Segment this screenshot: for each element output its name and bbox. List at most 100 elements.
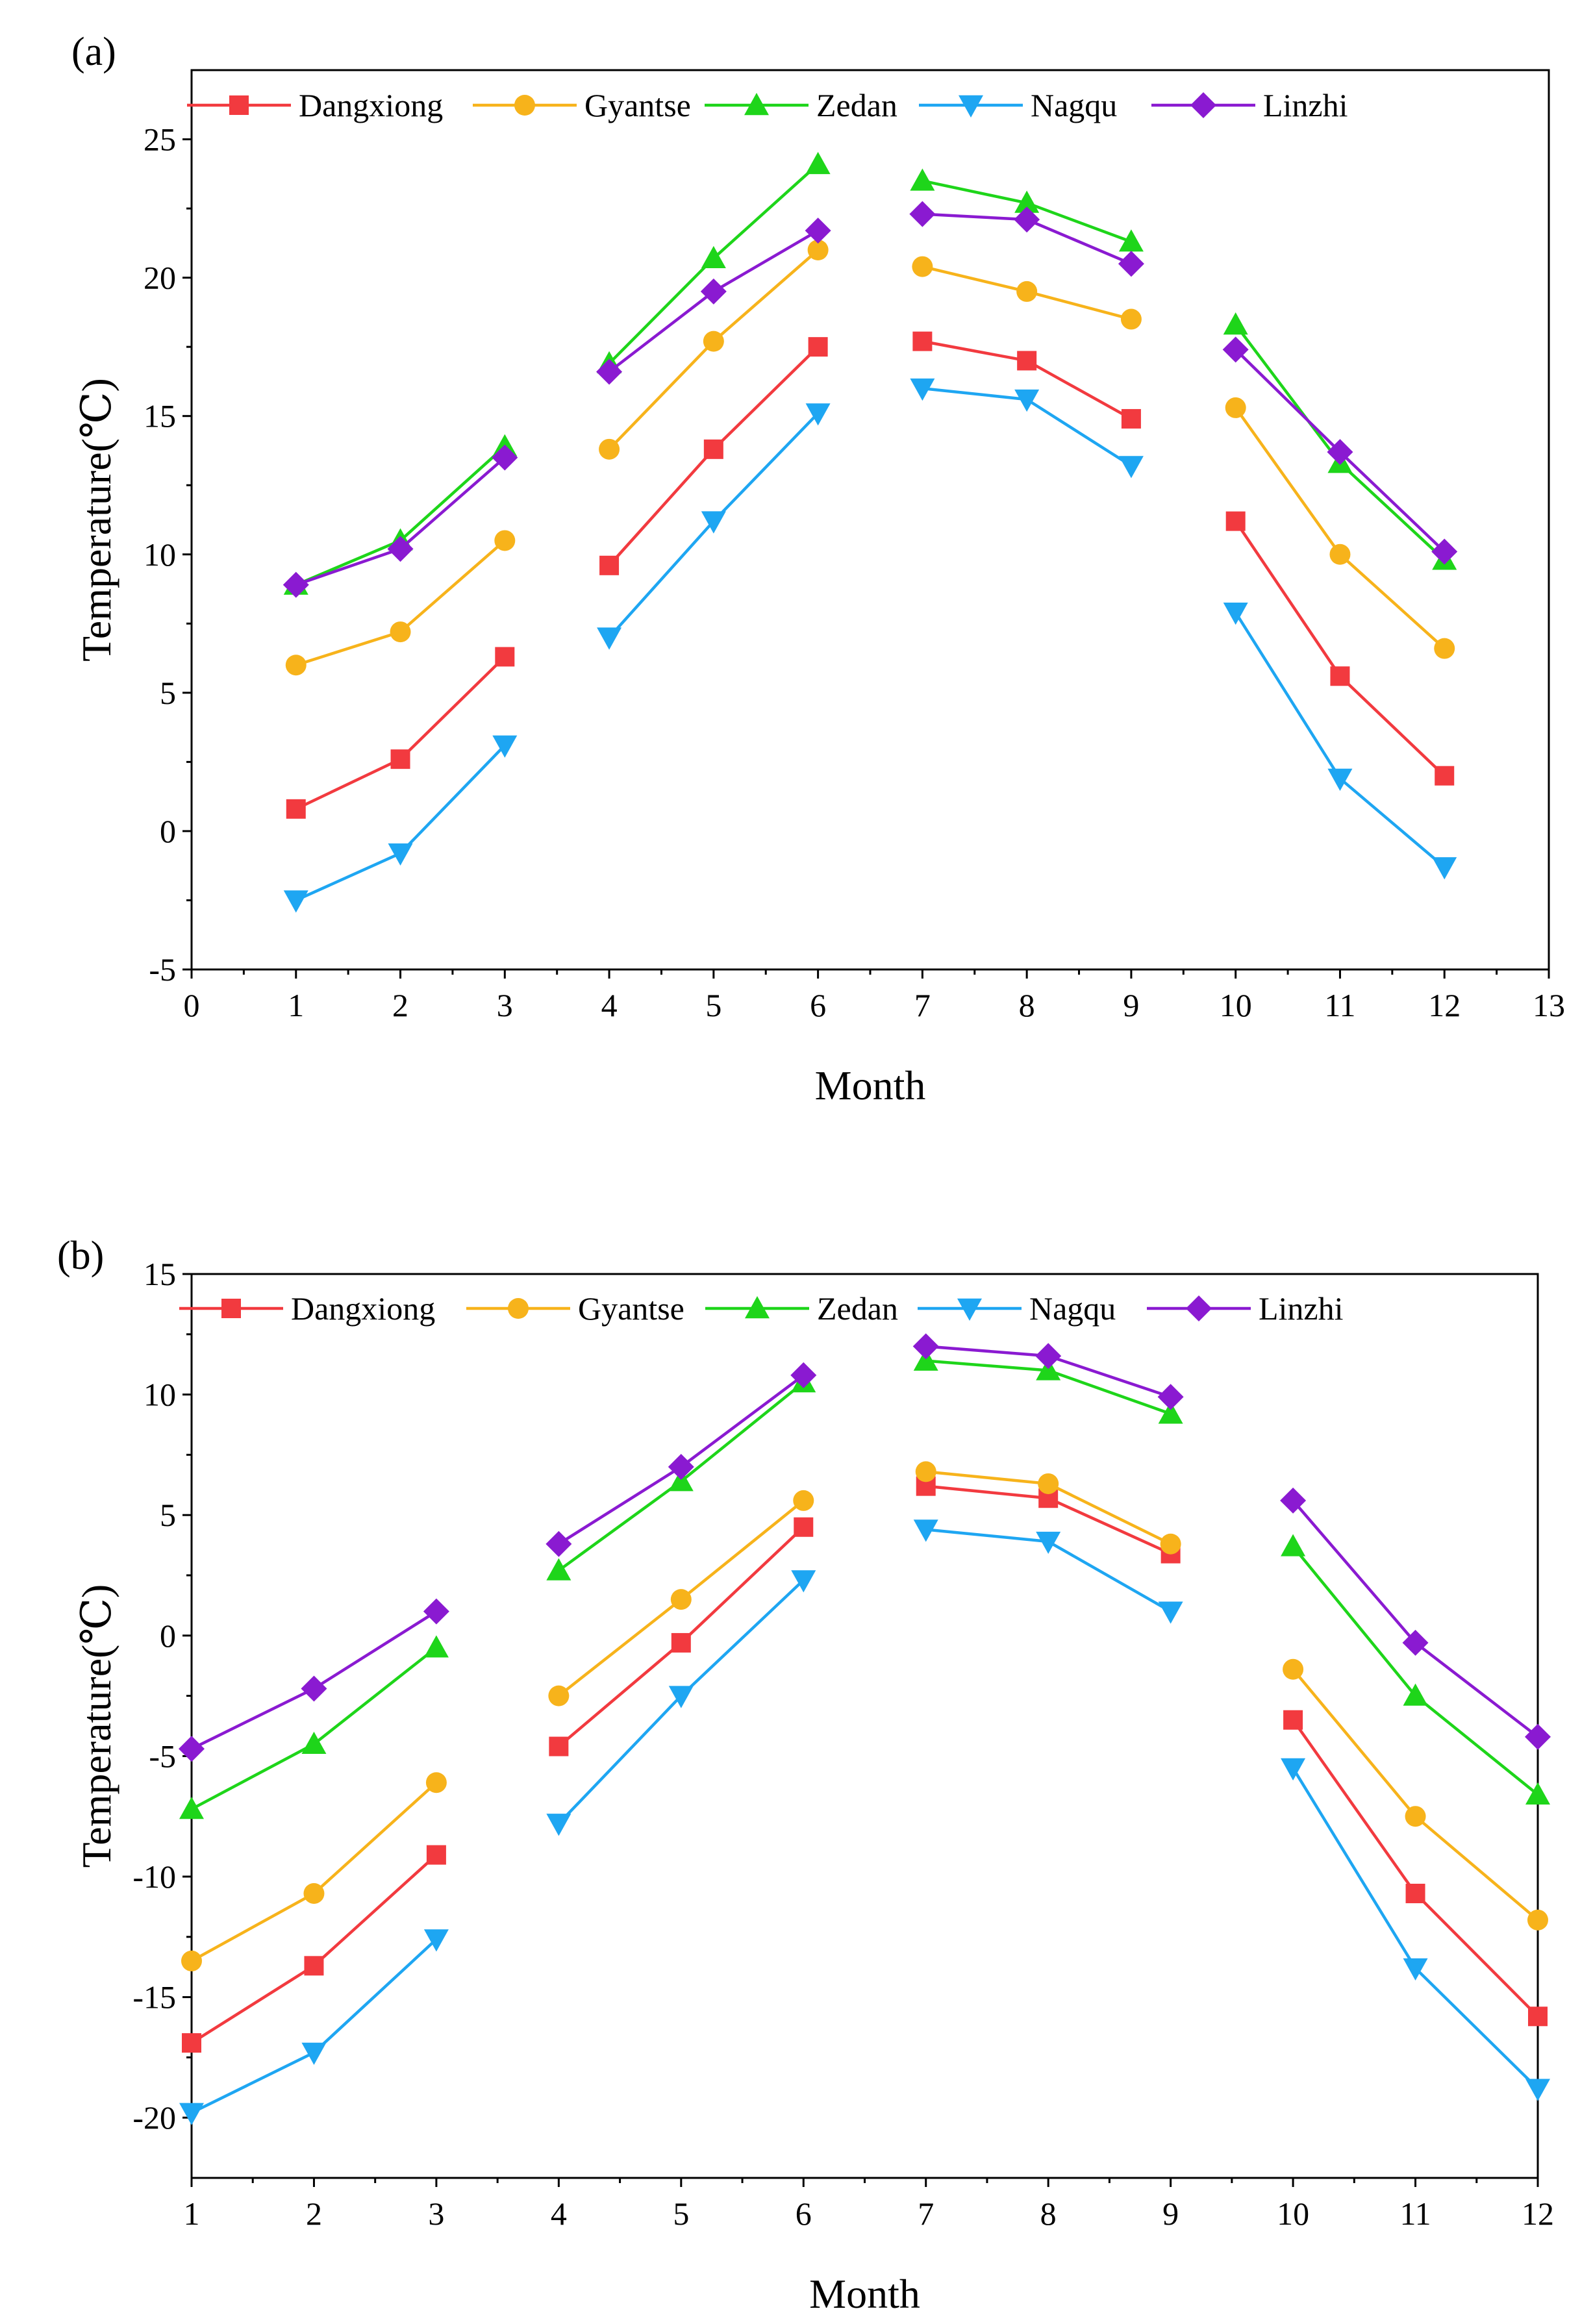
data-point — [1525, 1782, 1550, 1805]
y-tick-label: 0 — [160, 1618, 176, 1654]
legend-label: Nagqu — [1029, 1290, 1116, 1327]
data-point — [910, 378, 935, 401]
legend-label: Dangxiong — [291, 1290, 435, 1327]
series-gyantse — [181, 1461, 1548, 1971]
x-axis-title: Month — [815, 1062, 926, 1108]
data-point — [423, 1635, 449, 1658]
series-gyantse — [285, 240, 1455, 676]
y-tick-label: -10 — [132, 1858, 176, 1895]
data-point — [793, 1490, 814, 1511]
legend-label: Gyantse — [584, 87, 691, 123]
series-dangxiong — [286, 331, 1455, 819]
data-point — [805, 151, 831, 175]
data-point — [701, 245, 726, 268]
x-tick-label: 1 — [184, 2195, 200, 2232]
legend-label: Linzhi — [1263, 87, 1348, 123]
x-tick-label: 4 — [551, 2195, 567, 2232]
x-tick-label: 6 — [796, 2195, 812, 2232]
x-tick-label: 11 — [1399, 2195, 1431, 2232]
data-point — [182, 2033, 201, 2053]
legend-marker — [1186, 1295, 1212, 1321]
data-point — [1016, 281, 1038, 302]
data-point — [495, 647, 515, 667]
data-point — [808, 337, 828, 357]
data-point — [1434, 638, 1455, 659]
series-line-segment — [295, 445, 506, 586]
series-zedan — [283, 151, 1457, 595]
data-point — [1280, 1487, 1307, 1514]
x-tick-label: 3 — [428, 2195, 444, 2232]
data-point — [1120, 308, 1142, 330]
data-point — [387, 536, 414, 562]
data-point — [390, 621, 411, 643]
data-point — [1225, 511, 1246, 531]
x-tick-label: 8 — [1019, 987, 1035, 1023]
y-tick-label: 5 — [160, 1497, 176, 1533]
data-point — [1160, 1533, 1181, 1555]
data-point — [1525, 2079, 1550, 2101]
legend-label: Zedan — [816, 87, 897, 123]
legend-marker — [1190, 92, 1216, 118]
data-point — [910, 168, 935, 191]
chart-panel-a: (a)0 1 2 3 4 5 6 7 8 9 10 11 12 13-50510152025MonthTe… — [71, 30, 1565, 1108]
x-tick-label: 1 — [288, 987, 304, 1023]
x-tick-label: 2 — [392, 987, 408, 1023]
legend-marker — [959, 95, 983, 118]
data-point — [1158, 1401, 1183, 1424]
series-line-segment — [190, 1781, 438, 1962]
data-point — [1281, 1758, 1306, 1780]
legend-marker — [745, 1296, 770, 1319]
plot-frame — [190, 1273, 1539, 2179]
data-point — [1036, 1531, 1061, 1555]
x-tick-label: 5 — [705, 987, 721, 1023]
y-tick-label: 5 — [160, 675, 176, 711]
data-point — [1525, 1723, 1551, 1750]
y-tick-label: -20 — [132, 2099, 176, 2136]
series-line-segment — [1234, 612, 1446, 869]
series-line-segment — [295, 655, 506, 810]
data-point — [1403, 1958, 1428, 1981]
data-point — [703, 439, 723, 459]
x-tick-label: 9 — [1162, 2195, 1179, 2232]
legend-marker — [229, 95, 249, 115]
data-point — [304, 1956, 324, 1976]
data-point — [494, 530, 516, 551]
data-point — [546, 1558, 571, 1581]
series-zedan — [179, 1348, 1550, 1819]
legend-marker — [221, 1299, 241, 1318]
plot-frame — [190, 69, 1550, 971]
x-tick-label: 7 — [918, 2195, 934, 2232]
data-point — [425, 1772, 447, 1793]
legend-marker — [957, 1298, 982, 1321]
data-point — [913, 1519, 938, 1542]
x-tick-label: 11 — [1324, 987, 1355, 1023]
data-point — [1223, 603, 1248, 625]
x-tick-label: 6 — [810, 987, 826, 1023]
data-point — [423, 1598, 449, 1625]
data-point — [1432, 857, 1457, 880]
data-point — [1405, 1883, 1425, 1903]
data-point — [1222, 336, 1249, 363]
data-point — [423, 1929, 449, 1952]
data-point — [1330, 666, 1350, 686]
x-tick-label: 4 — [601, 987, 618, 1023]
data-point — [794, 1517, 814, 1537]
data-point — [599, 555, 620, 575]
data-point — [179, 2103, 204, 2125]
data-point — [1435, 766, 1455, 786]
data-point — [790, 1362, 817, 1388]
y-tick-label: 25 — [144, 121, 176, 158]
y-tick-label: 15 — [144, 398, 176, 434]
panel-label: (b) — [57, 1234, 104, 1278]
data-point — [1121, 408, 1141, 429]
y-axis-title: Temperature(℃) — [73, 1584, 119, 1868]
data-point — [301, 2042, 327, 2065]
data-point — [1038, 1473, 1059, 1494]
data-point — [912, 256, 933, 277]
x-tick-label: 13 — [1533, 987, 1565, 1023]
data-point — [1329, 544, 1351, 565]
data-point — [181, 1950, 202, 1971]
series-nagqu — [283, 378, 1457, 913]
data-point — [1403, 1683, 1428, 1706]
